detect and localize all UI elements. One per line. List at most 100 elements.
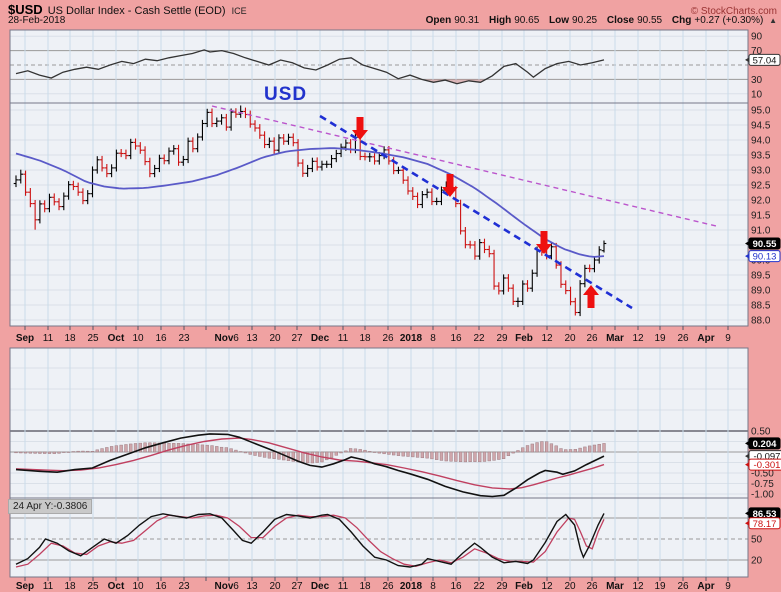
date-label-mid: 10 <box>132 333 144 344</box>
macd-hist-bar <box>66 451 71 453</box>
macd-hist-bar <box>535 442 539 453</box>
price-ytick-label: 93.0 <box>751 166 771 177</box>
price-ytick-label: 95.0 <box>751 106 771 117</box>
date-label-mid: Sep <box>16 333 34 344</box>
ohlc-bar <box>300 159 306 177</box>
date-label-bottom: 18 <box>64 581 76 592</box>
macd-hist-bar <box>444 451 448 462</box>
chart-date: 28-Feb-2018 <box>8 15 66 26</box>
ohlc-bar <box>56 198 62 211</box>
macd-hist-bar <box>272 451 276 459</box>
macd-hist-bar <box>458 451 463 463</box>
macd-hist-bar <box>511 451 515 454</box>
macd-hist-bar <box>119 444 123 453</box>
macd-hist-bar <box>435 451 439 460</box>
arrow-shaft <box>540 231 548 244</box>
ohlc-bar <box>267 137 272 149</box>
rsi-ytick-label: 70 <box>751 46 763 57</box>
price-ytick-label: 89.5 <box>751 271 771 282</box>
macd-hist-bar <box>564 449 568 453</box>
ohlc-bar <box>23 170 28 196</box>
ohlc-bar <box>372 153 377 165</box>
date-label-bottom: 16 <box>450 581 462 592</box>
ohlc-bar <box>563 280 569 295</box>
macd-hist-bar <box>234 449 238 453</box>
macd-hist-bar <box>501 451 506 459</box>
macd-hist-bar <box>52 451 56 454</box>
date-label-bottom: Dec <box>311 581 330 592</box>
date-label-bottom: 19 <box>654 581 666 592</box>
date-label-bottom: Oct <box>108 581 125 592</box>
date-label-mid: 2018 <box>400 333 423 344</box>
close-label: Close <box>606 15 635 26</box>
date-label-mid: 26 <box>677 333 689 344</box>
ohlc-bar <box>166 147 172 165</box>
macd-hist-bar <box>592 444 597 453</box>
ohlc-bar <box>434 197 439 206</box>
date-label-mid: Mar <box>606 333 624 344</box>
macd-hist-bar <box>19 451 23 454</box>
ohlc-bar <box>271 137 277 154</box>
ohlc-bar <box>420 191 425 209</box>
date-label-bottom: 26 <box>677 581 689 592</box>
macd-hist-bar <box>583 446 587 453</box>
date-label-mid: 26 <box>382 333 394 344</box>
date-label-bottom: 26 <box>586 581 598 592</box>
date-label-mid: 18 <box>359 333 371 344</box>
ohlc-bar <box>181 155 186 166</box>
macd-hist-bar <box>478 451 482 463</box>
ohlc-bar <box>396 166 401 174</box>
rsi-line <box>15 49 605 85</box>
macd-hist-bar <box>392 451 396 456</box>
macd-value-box: -0.301 <box>745 458 781 471</box>
ohlc-bar <box>491 249 497 290</box>
price-ytick-label: 91.0 <box>751 226 771 237</box>
date-label-mid: 12 <box>632 333 644 344</box>
macd-hist-bar <box>181 443 185 453</box>
macd-hist-bar <box>482 451 487 462</box>
ohlc-bar <box>458 199 463 235</box>
arrow-head <box>442 187 458 197</box>
macd-line <box>15 433 605 498</box>
ohlc-bar <box>520 280 526 305</box>
macd-panel-bg <box>10 348 748 498</box>
ohlc-bar <box>276 134 282 154</box>
value-box-text: 90.13 <box>753 252 777 263</box>
macd-hist-bar <box>239 451 243 453</box>
macd-hist-bar <box>425 451 429 459</box>
macd-hist-bar <box>14 451 18 454</box>
ohlc-bar <box>577 280 583 317</box>
ohlc-bar <box>195 133 200 153</box>
ohlc-bar <box>238 105 243 118</box>
macd-value-box: 0.204 <box>745 437 781 450</box>
copyright: © StockCharts.com <box>690 6 777 17</box>
macd-hist-bar <box>296 451 300 463</box>
ohlc-bar <box>75 182 81 196</box>
date-label-mid: 19 <box>654 333 666 344</box>
macd-hist-bar <box>487 451 491 462</box>
macd-hist-bar <box>348 448 353 453</box>
macd-hist-bar <box>334 451 338 456</box>
macd-hist-bar <box>62 451 66 453</box>
ohlc-bar <box>367 152 373 162</box>
usd-annotation: USD <box>264 84 308 105</box>
macd-hist-bar <box>401 451 405 457</box>
ohlc-bar <box>18 169 24 184</box>
date-label-bottom: 29 <box>496 581 508 592</box>
macd-hist-bar <box>492 451 496 461</box>
macd-hist-bar <box>258 451 262 457</box>
macd-hist-bar <box>301 451 305 463</box>
macd-hist-bar <box>396 451 401 456</box>
macd-hist-bar <box>463 451 468 463</box>
ohlc-bar <box>128 138 134 160</box>
macd-hist-bar <box>368 451 372 453</box>
ohlc-bar <box>477 239 483 260</box>
date-label-bottom: 2018 <box>400 581 423 592</box>
high-value: 90.65 <box>514 15 540 26</box>
ohlc-bar <box>133 138 138 150</box>
ohlc-bar <box>290 133 296 147</box>
ma50-line <box>15 147 605 258</box>
macd-hist-bar <box>497 451 501 460</box>
macd-hist-bar <box>105 447 109 453</box>
